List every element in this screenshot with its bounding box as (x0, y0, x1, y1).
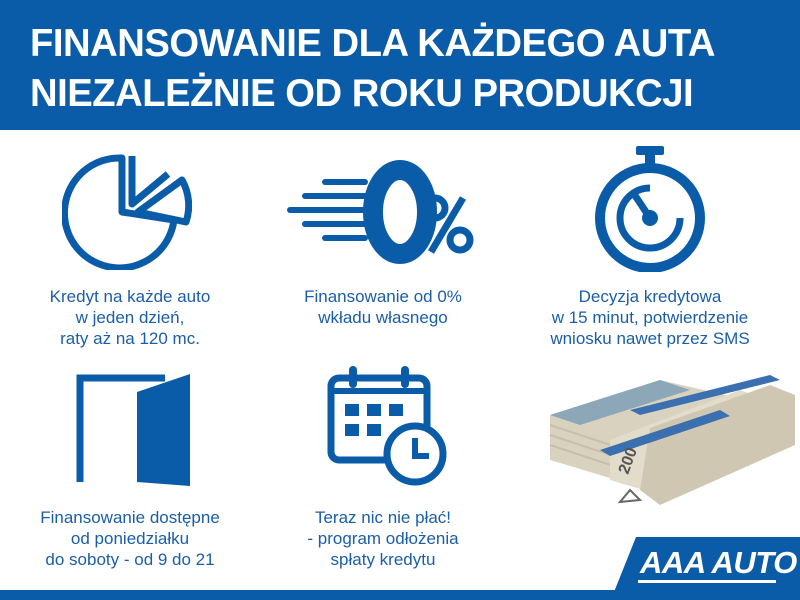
headline-line-1: FINANSOWANIE DLA KAŻDEGO AUTA (30, 22, 716, 65)
caption-line: w jeden dzień, (75, 308, 185, 327)
caption-line: do soboty - od 9 do 21 (45, 550, 215, 569)
caption-line: w 15 minut, potwierdzenie (551, 308, 749, 327)
header-banner: FINANSOWANIE DLA KAŻDEGO AUTA NIEZALEŻNI… (0, 0, 800, 130)
bottom-bar (0, 590, 800, 600)
pie-chart-icon (62, 154, 192, 270)
stopwatch-icon (595, 146, 705, 272)
caption-line: spłaty kredytu (330, 550, 436, 569)
feature-caption-down-payment: Finansowanie od 0% wkładu własnego (253, 286, 513, 328)
banknote-stack-image: 200 (549, 375, 795, 505)
caption-line: wniosku nawet przez SMS (550, 329, 750, 348)
calendar-clock-icon (327, 366, 447, 486)
feature-caption-credit: Kredyt na każde auto w jeden dzień, raty… (0, 286, 260, 349)
caption-line: raty aż na 120 mc. (60, 329, 200, 348)
caption-line: Kredyt na każde auto (49, 287, 211, 306)
zero-percent-icon (287, 160, 474, 264)
caption-line: Finansowanie dostępne (40, 508, 220, 527)
caption-line: Teraz nic nie płać! (314, 508, 452, 527)
caption-line: od poniedziałku (70, 529, 190, 548)
caption-line: wkładu własnego (318, 308, 448, 327)
logo-text: AAA AUTO (640, 545, 797, 580)
aaa-auto-logo: AAA AUTO (612, 537, 800, 597)
feature-caption-deferred-payment: Teraz nic nie płać! - program odłożenia … (253, 507, 513, 570)
feature-caption-opening-hours: Finansowanie dostępne od poniedziałku do… (0, 507, 260, 570)
feature-caption-decision: Decyzja kredytowa w 15 minut, potwierdze… (520, 286, 780, 349)
open-door-icon (76, 374, 190, 486)
caption-line: - program odłożenia (307, 529, 459, 548)
logo-underline (638, 580, 776, 583)
headline-line-2: NIEZALEŻNIE OD ROKU PRODUKCJI (30, 72, 694, 115)
caption-line: Finansowanie od 0% (304, 287, 462, 306)
caption-line: Decyzja kredytowa (578, 287, 722, 306)
